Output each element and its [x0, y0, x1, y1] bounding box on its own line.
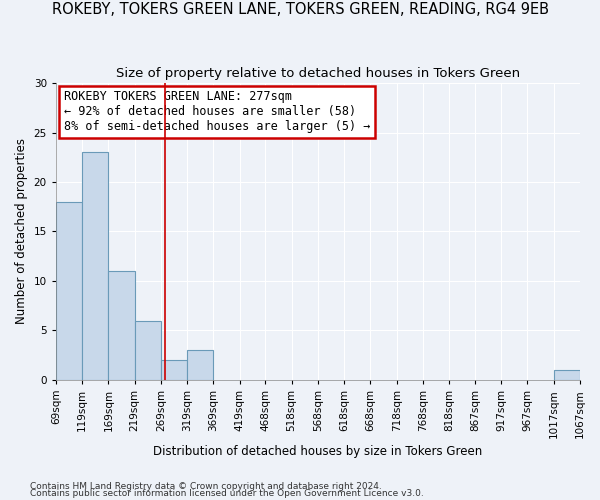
Text: Contains HM Land Registry data © Crown copyright and database right 2024.: Contains HM Land Registry data © Crown c… [30, 482, 382, 491]
Bar [109, 271, 134, 380]
Text: ROKEBY TOKERS GREEN LANE: 277sqm
← 92% of detached houses are smaller (58)
8% of: ROKEBY TOKERS GREEN LANE: 277sqm ← 92% o… [64, 90, 370, 134]
Bar [134, 320, 161, 380]
Bar [187, 350, 214, 380]
Bar [56, 202, 82, 380]
Title: Size of property relative to detached houses in Tokers Green: Size of property relative to detached ho… [116, 68, 520, 80]
Bar [82, 152, 109, 380]
Text: Contains public sector information licensed under the Open Government Licence v3: Contains public sector information licen… [30, 490, 424, 498]
Bar [161, 360, 187, 380]
Text: ROKEBY, TOKERS GREEN LANE, TOKERS GREEN, READING, RG4 9EB: ROKEBY, TOKERS GREEN LANE, TOKERS GREEN,… [52, 2, 548, 18]
Bar [554, 370, 580, 380]
Y-axis label: Number of detached properties: Number of detached properties [15, 138, 28, 324]
X-axis label: Distribution of detached houses by size in Tokers Green: Distribution of detached houses by size … [153, 444, 482, 458]
